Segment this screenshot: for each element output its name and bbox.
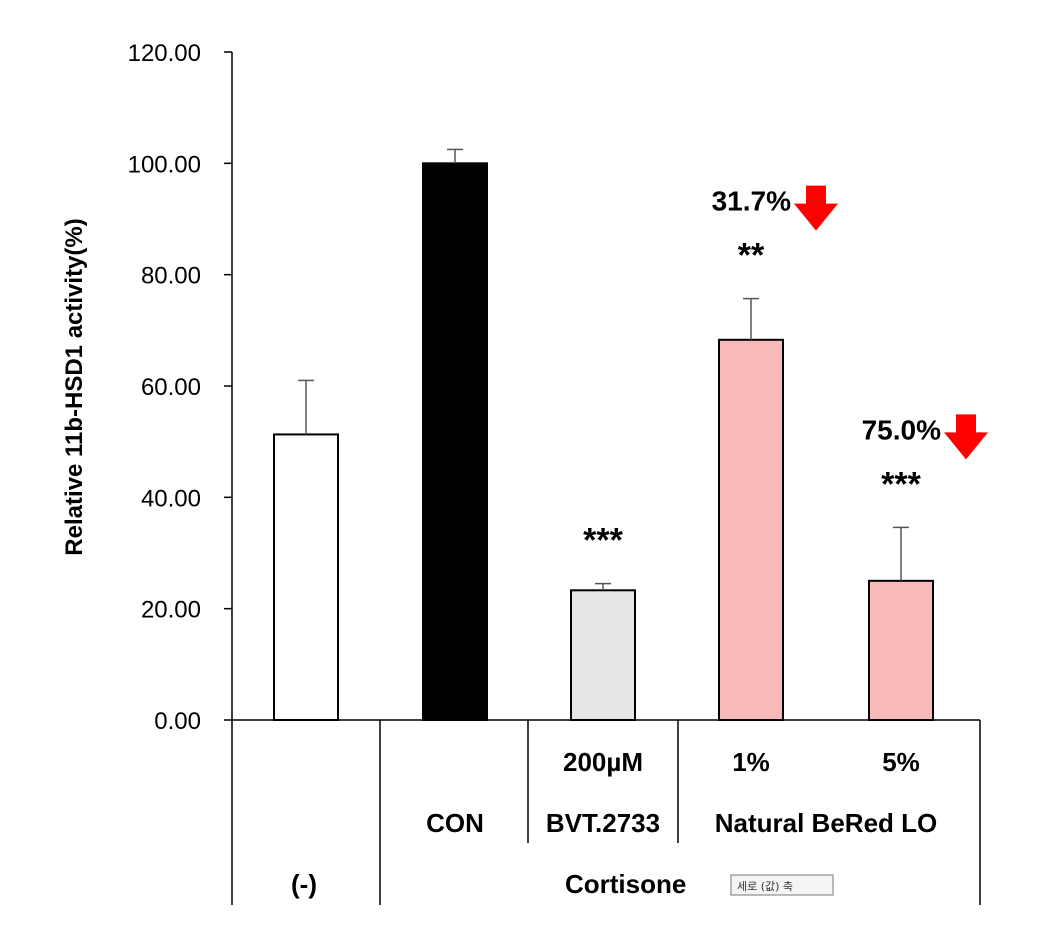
- bar: [868, 579, 934, 721]
- category-label-bvt: BVT.2733: [546, 808, 660, 838]
- y-ticks-group: 0.00 20.00 40.00 60.00 80.00 100.00 120.00: [128, 40, 232, 735]
- y-tick-label: 60.00: [141, 374, 201, 401]
- significance-label: ***: [881, 465, 921, 503]
- significance-label: ***: [583, 522, 623, 560]
- axis-tooltip: 세로 (값) 축: [730, 874, 834, 896]
- axis-tooltip-text: 세로 (값) 축: [737, 880, 793, 893]
- category-label-con: CON: [426, 808, 484, 838]
- y-tick-label: 0.00: [154, 708, 201, 735]
- y-tick-label: 40.00: [141, 485, 201, 512]
- down-arrow-icon: [794, 185, 838, 231]
- bar: [422, 162, 488, 722]
- y-tick-label: 100.00: [128, 151, 201, 178]
- y-tick-label: 120.00: [128, 40, 201, 67]
- down-arrow-icon: [944, 414, 988, 460]
- y-tick-label: 80.00: [141, 263, 201, 290]
- reduction-label: 75.0%: [862, 414, 941, 445]
- reduction-label: 31.7%: [712, 186, 791, 217]
- annotations-group: *****31.7%***75.0%: [583, 185, 988, 560]
- axis-tooltip-box: [730, 874, 834, 896]
- y-tick-label: 20.00: [141, 597, 201, 624]
- category-label-5pct: 5%: [882, 747, 920, 777]
- category-label-negative: (-): [291, 869, 317, 899]
- category-label-1pct: 1%: [732, 747, 770, 777]
- bar: [273, 433, 339, 721]
- bar: [718, 338, 784, 721]
- category-label-cortisone: Cortisone: [565, 869, 686, 899]
- category-axis: 200µM 1% 5% CON BVT.2733 Natural BeRed L…: [231, 720, 981, 905]
- bar: [570, 589, 636, 722]
- y-axis-label: Relative 11b-HSD1 activity(%): [61, 218, 88, 555]
- significance-label: **: [738, 237, 765, 275]
- category-label-200um: 200µM: [563, 747, 643, 777]
- bars-group: [273, 148, 934, 722]
- category-label-natural-bered: Natural BeRed LO: [715, 808, 938, 838]
